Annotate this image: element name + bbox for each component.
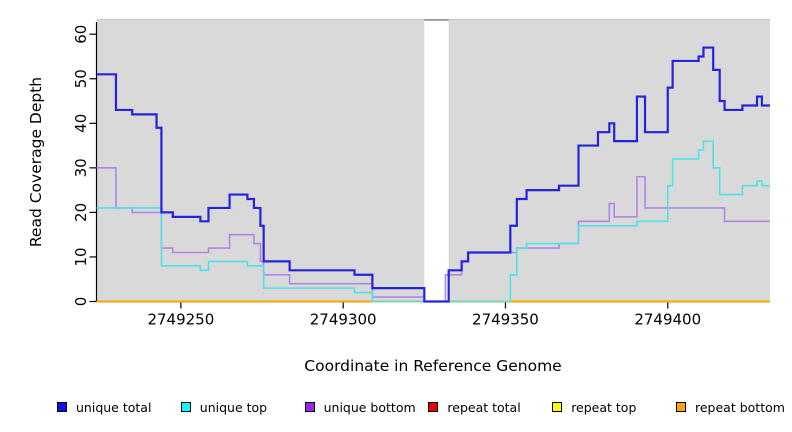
- plot-svg: 0 10 20 30 40 50 60 2749250 2749300 2749350 274940…: [72, 19, 770, 329]
- legend-label: unique total: [76, 399, 152, 415]
- legend-label: unique bottom: [323, 399, 416, 415]
- series-unique-top-line: [96, 140, 770, 303]
- coverage-chart: 0 10 20 30 40 50 60 2749250 2749300 2749350 274940…: [72, 19, 770, 329]
- x-tick-label: 2749350: [472, 311, 539, 329]
- y-tick-label: 10: [72, 247, 90, 266]
- legend-label: repeat total: [447, 399, 521, 415]
- y-tick-label: 60: [72, 25, 90, 44]
- legend-label: repeat bottom: [695, 399, 785, 415]
- legend-label: repeat top: [571, 399, 637, 415]
- legend-swatch-repeat-total: [428, 402, 439, 412]
- legend-item-unique-top: unique top: [180, 399, 268, 415]
- y-tick-label: 40: [72, 114, 90, 133]
- y-tick-label: 50: [72, 69, 90, 88]
- legend-swatch-repeat-top: [552, 402, 563, 412]
- legend-item-unique-total: unique total: [57, 399, 151, 415]
- legend-swatch-repeat-bottom: [676, 402, 686, 412]
- legend-item-repeat-bottom: repeat bottom: [676, 399, 785, 415]
- y-tick-label: 30: [72, 158, 90, 177]
- legend-swatch-unique-bottom: [304, 402, 315, 412]
- legend: unique total unique top unique bottom repea…: [0, 399, 792, 419]
- legend-swatch-unique-total: [57, 402, 67, 412]
- legend-label: unique top: [199, 399, 268, 415]
- y-axis-label: Read Coverage Depth: [27, 76, 45, 248]
- y-tick-label: 0: [72, 297, 90, 307]
- x-tick-label: 2749250: [147, 311, 214, 329]
- legend-item-unique-bottom: unique bottom: [304, 399, 416, 415]
- x-tick-label: 2749400: [634, 311, 701, 329]
- series-unique-total-line: [96, 46, 770, 303]
- y-tick-label: 20: [72, 203, 90, 222]
- x-tick-label: 2749300: [310, 311, 377, 329]
- legend-swatch-unique-top: [180, 402, 191, 412]
- legend-item-repeat-total: repeat total: [428, 399, 521, 415]
- legend-item-repeat-top: repeat top: [552, 399, 636, 415]
- coverage-gap-band: [424, 20, 449, 302]
- x-axis-label: Coordinate in Reference Genome: [304, 357, 562, 375]
